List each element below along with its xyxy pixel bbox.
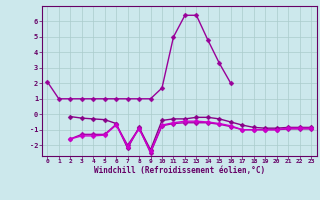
X-axis label: Windchill (Refroidissement éolien,°C): Windchill (Refroidissement éolien,°C) bbox=[94, 166, 265, 175]
